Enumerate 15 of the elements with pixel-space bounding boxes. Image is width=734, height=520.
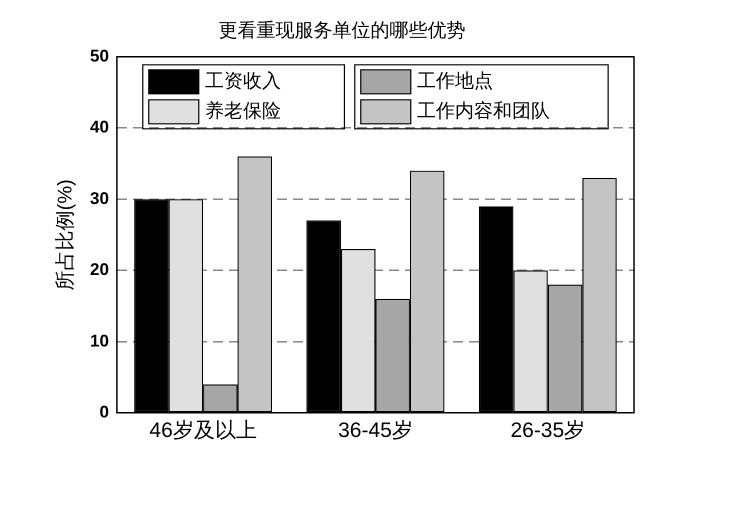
y-tick-label: 40 (90, 118, 109, 137)
y-tick-label: 0 (99, 402, 109, 422)
legend-label: 工作内容和团队 (416, 100, 550, 122)
legend-label: 工资收入 (204, 71, 281, 92)
y-tick-label: 30 (90, 188, 109, 208)
y-tick-label: 50 (90, 46, 109, 66)
y-tick-label: 10 (90, 331, 109, 350)
x-tick-label: 36-45岁 (338, 419, 413, 442)
legend-label: 养老保险 (204, 100, 281, 122)
chart-title: 更看重现服务单位的哪些优势 (218, 20, 466, 42)
legend-label: 工作地点 (416, 71, 493, 92)
y-tick-label: 20 (90, 260, 109, 280)
x-tick-label: 46岁及以上 (149, 419, 257, 442)
y-axis-title: 所占比例(%) (54, 179, 77, 290)
x-tick-label: 26-35岁 (510, 419, 586, 442)
